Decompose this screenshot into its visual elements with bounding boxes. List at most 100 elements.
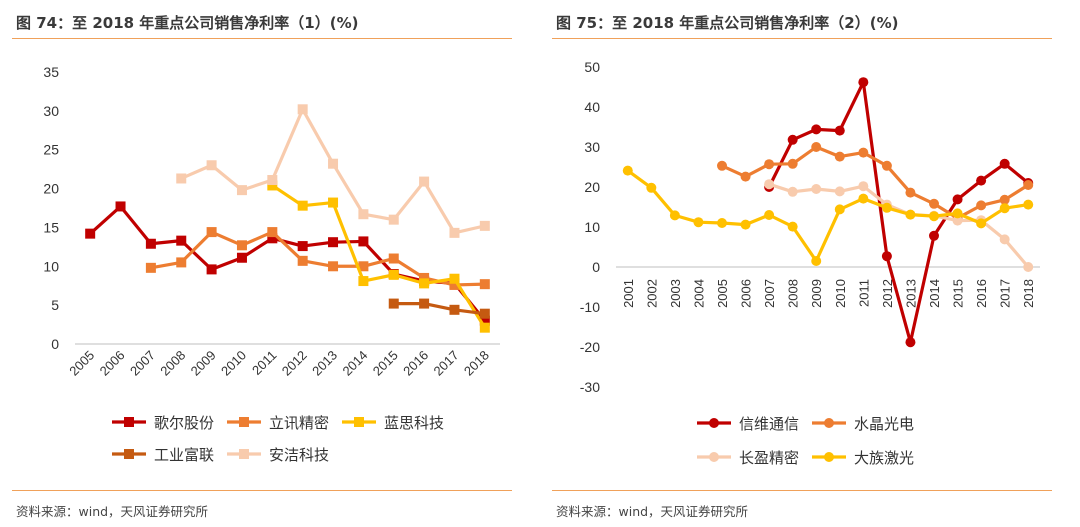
chart-panel-1: 图 74：至 2018 年重点公司销售净利率（1）(%) 0 5 10 15 20 25 3…	[0, 0, 520, 527]
series-4-point	[479, 308, 490, 319]
legend-swatch-marker	[354, 417, 364, 427]
series-1-point	[881, 251, 892, 262]
series-4-point	[622, 165, 633, 176]
y-tick-label: 25	[43, 142, 59, 158]
x-tick-label: 2012	[279, 348, 310, 379]
series-1-point	[115, 201, 126, 212]
legend-swatch-marker	[239, 417, 249, 427]
x-tick-label: 2017	[998, 279, 1013, 308]
series-3-point	[858, 181, 869, 192]
series-4-line	[626, 169, 1029, 263]
x-tick-label: 2010	[218, 348, 249, 379]
series-3-line	[768, 182, 1030, 269]
title-divider	[552, 38, 1052, 39]
y-tick-label: -20	[580, 339, 600, 355]
series-1-point	[999, 158, 1010, 169]
series-3-point	[419, 278, 430, 289]
y-tick-label: 0	[592, 259, 600, 275]
series-5-point	[328, 158, 339, 169]
series-1-point	[929, 230, 939, 241]
series-4-point	[1023, 199, 1034, 210]
series-1-point	[328, 237, 339, 248]
series-2-point	[740, 171, 751, 182]
series-2-point	[419, 272, 430, 283]
series-3-point	[952, 215, 963, 226]
series-2-point	[999, 194, 1010, 205]
legend-swatch-marker	[824, 418, 834, 428]
series-4-point	[811, 256, 822, 266]
series-1-point	[858, 77, 869, 88]
x-tick-label: 2008	[157, 348, 188, 379]
y-tick-label: 10	[43, 258, 59, 274]
series-3-point	[297, 200, 308, 211]
series-4-point	[858, 193, 869, 204]
series-4-point	[834, 204, 845, 215]
series-2-point	[206, 227, 217, 238]
chart-panel-2: 图 75：至 2018 年重点公司销售净利率（2）(%) -30 -20 -10 0 1…	[540, 0, 1060, 527]
series-3-point	[358, 276, 369, 287]
series-1-point	[811, 124, 822, 135]
chart-title: 图 74：至 2018 年重点公司销售净利率（1）(%)	[16, 14, 359, 32]
legend-label: 歌尔股份	[154, 415, 214, 432]
series-2-point	[787, 158, 798, 169]
series-1-point	[358, 236, 369, 247]
y-tick-label: 0	[51, 336, 59, 352]
series-5-point	[236, 185, 247, 196]
x-tick-label: 2001	[621, 279, 636, 308]
series-1-point	[176, 235, 187, 246]
series-2-point	[297, 255, 308, 266]
series-2-point	[358, 261, 369, 272]
x-tick-label: 2015	[951, 279, 966, 308]
x-tick-label: 2006	[97, 348, 128, 379]
series-5-point	[297, 104, 308, 115]
series-1-point	[952, 194, 963, 205]
legend-label: 长盈精密	[739, 450, 799, 467]
x-tick-label: 2004	[691, 279, 706, 308]
legend-label: 立讯精密	[269, 415, 329, 432]
series-2-point	[479, 279, 490, 290]
y-tick-label: 30	[43, 103, 59, 119]
series-3-point	[764, 179, 775, 190]
series-5-point	[419, 176, 430, 187]
series-5-point	[449, 227, 460, 238]
y-tick-label: 20	[43, 181, 59, 197]
series-2-point	[717, 160, 727, 171]
y-tick-label: 40	[584, 99, 600, 115]
legend-label: 信维通信	[739, 416, 799, 433]
y-tick-label: 10	[584, 219, 600, 235]
y-tick-label: 20	[584, 179, 600, 195]
series-4-point	[787, 221, 798, 232]
series-4-point	[717, 218, 727, 228]
series-3-point	[328, 197, 339, 208]
series-4-point	[646, 182, 657, 193]
source-divider	[12, 490, 512, 491]
legend-label: 水晶光电	[854, 416, 914, 433]
series-2-point	[1023, 180, 1034, 190]
series-3-point	[811, 184, 822, 194]
series-4-point	[976, 218, 987, 229]
x-tick-label: 2012	[880, 279, 895, 308]
x-tick-label: 2011	[856, 279, 871, 307]
series-1-point	[787, 134, 798, 145]
series-2-point	[328, 261, 339, 272]
series-4-point	[419, 298, 430, 309]
series-3-point	[479, 322, 490, 333]
series-4-point	[929, 211, 939, 222]
series-3-point	[449, 273, 460, 284]
chart-title: 图 75：至 2018 年重点公司销售净利率（2）(%)	[556, 14, 899, 32]
x-tick-label: 2009	[809, 279, 824, 308]
series-2-point	[881, 160, 892, 171]
series-4-point	[952, 208, 963, 219]
legend-label: 大族激光	[854, 450, 914, 467]
x-tick-label: 2016	[974, 279, 989, 308]
x-tick-label: 2010	[833, 279, 848, 308]
series-1-point	[85, 228, 96, 239]
x-tick-label: 2018	[1021, 279, 1036, 308]
legend-swatch-marker	[124, 417, 134, 427]
series-4-point	[740, 219, 751, 230]
x-tick-label: 2008	[786, 279, 801, 308]
x-tick-label: 2011	[249, 348, 279, 378]
legend-swatch-marker	[124, 449, 134, 459]
series-1-point	[297, 241, 308, 252]
line-chart-2: -30 -20 -10 0 10 20 30 40 50 2001 2002 2003 2004 2005…	[580, 59, 1040, 467]
